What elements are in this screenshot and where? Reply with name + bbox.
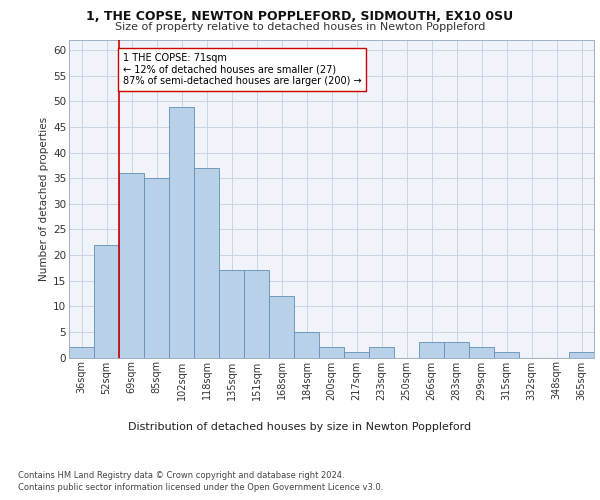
Text: Size of property relative to detached houses in Newton Poppleford: Size of property relative to detached ho… [115, 22, 485, 32]
Text: 1 THE COPSE: 71sqm
← 12% of detached houses are smaller (27)
87% of semi-detache: 1 THE COPSE: 71sqm ← 12% of detached hou… [123, 53, 361, 86]
Bar [319, 348, 344, 358]
Bar [119, 173, 144, 358]
Bar [294, 332, 319, 357]
Bar [369, 348, 394, 358]
Text: Distribution of detached houses by size in Newton Poppleford: Distribution of detached houses by size … [128, 422, 472, 432]
Text: Contains public sector information licensed under the Open Government Licence v3: Contains public sector information licen… [18, 483, 383, 492]
Bar [269, 296, 294, 358]
Bar [194, 168, 219, 358]
Bar [419, 342, 444, 357]
Bar [244, 270, 269, 358]
Bar [444, 342, 469, 357]
Bar [144, 178, 169, 358]
Bar [569, 352, 594, 358]
Bar [169, 106, 194, 358]
Y-axis label: Number of detached properties: Number of detached properties [39, 116, 49, 281]
Bar [94, 245, 119, 358]
Bar [344, 352, 369, 358]
Text: 1, THE COPSE, NEWTON POPPLEFORD, SIDMOUTH, EX10 0SU: 1, THE COPSE, NEWTON POPPLEFORD, SIDMOUT… [86, 10, 514, 23]
Bar [494, 352, 519, 358]
Bar [69, 348, 94, 358]
Bar [219, 270, 244, 358]
Text: Contains HM Land Registry data © Crown copyright and database right 2024.: Contains HM Land Registry data © Crown c… [18, 471, 344, 480]
Bar [469, 348, 494, 358]
